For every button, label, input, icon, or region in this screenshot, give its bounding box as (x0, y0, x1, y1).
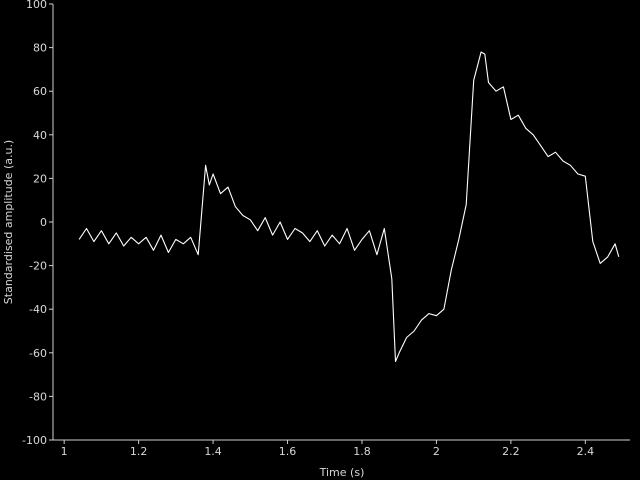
y-tick-label: 0 (40, 216, 47, 229)
y-tick-label: -80 (29, 390, 47, 403)
x-tick-label: 1.6 (279, 445, 297, 458)
signal-line (78, 51, 620, 363)
y-axis: -100 -80 -60 -40 -20 0 20 40 60 80 100 (22, 0, 54, 447)
x-tick-label: 2.2 (502, 445, 520, 458)
y-axis-title: Standardised amplitude (a.u.) (2, 140, 15, 304)
x-tick-label: 2 (433, 445, 440, 458)
x-tick-label: 1.2 (130, 445, 148, 458)
x-axis-title: Time (s) (319, 466, 365, 479)
y-tick-label: 80 (33, 42, 47, 55)
x-axis: 1 1.2 1.4 1.6 1.8 2 2.2 2.4 (53, 439, 630, 458)
y-tick-label: -20 (29, 260, 47, 273)
y-tick-label: 60 (33, 85, 47, 98)
y-tick-label: -60 (29, 347, 47, 360)
y-tick-label: -100 (22, 434, 47, 447)
series-group (78, 51, 620, 363)
x-tick-label: 1.4 (204, 445, 222, 458)
x-tick-label: 1 (61, 445, 68, 458)
x-tick-label: 1.8 (353, 445, 371, 458)
y-tick-label: 40 (33, 129, 47, 142)
x-tick-label: 2.4 (577, 445, 595, 458)
y-tick-label: 100 (26, 0, 47, 11)
y-tick-label: -40 (29, 303, 47, 316)
y-tick-label: 20 (33, 172, 47, 185)
